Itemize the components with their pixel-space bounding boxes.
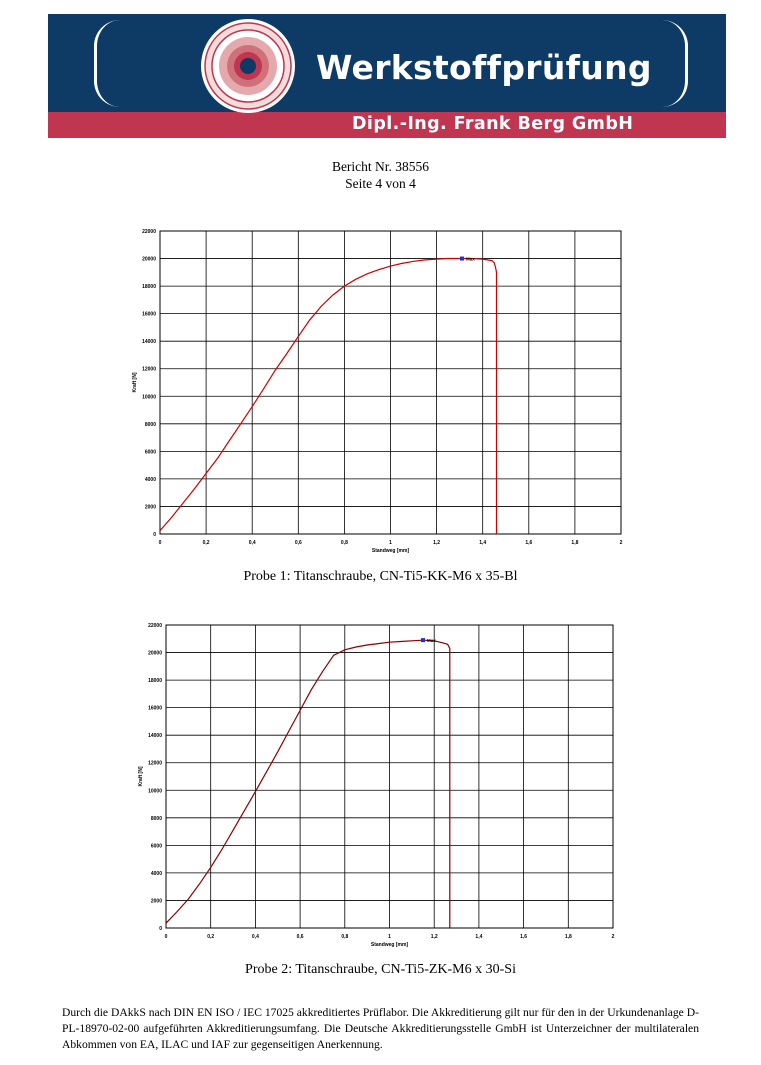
y-tick-label: 6000: [145, 449, 156, 455]
page-number: Seite 4 von 4: [345, 176, 416, 191]
y-tick-label: 22000: [148, 623, 162, 629]
x-tick-label: 2: [620, 540, 623, 546]
y-tick-label: 6000: [151, 843, 162, 849]
y-tick-label: 4000: [145, 477, 156, 483]
y-tick-label: 22000: [142, 229, 156, 235]
x-tick-label: 1,2: [433, 540, 440, 546]
x-axis-label: Standweg [mm]: [372, 548, 410, 554]
y-tick-label: 12000: [142, 367, 156, 373]
x-tick-label: 1,2: [431, 934, 438, 940]
y-tick-label: 0: [159, 926, 162, 932]
y-tick-label: 8000: [151, 816, 162, 822]
plot-frame: [159, 230, 622, 535]
x-axis-label: Standweg [mm]: [371, 942, 409, 948]
y-axis-label: Kraft [N]: [138, 766, 144, 786]
letterhead-red-band: [48, 112, 726, 138]
caption-probe-1: Probe 1: Titanschraube, CN-Ti5-KK-M6 x 3…: [243, 569, 518, 584]
y-tick-label: 2000: [145, 504, 156, 510]
x-tick-label: 1,8: [571, 540, 578, 546]
x-tick-label: 1: [389, 540, 392, 546]
x-tick-label: 2: [612, 934, 615, 940]
y-tick-label: 2000: [151, 898, 162, 904]
x-tick-label: 0,4: [249, 540, 256, 546]
y-tick-label: 14000: [142, 339, 156, 345]
y-tick-label: 18000: [142, 284, 156, 290]
report-heading: Bericht Nr. 38556 Seite 4 von 4: [0, 158, 761, 192]
y-tick-label: 20000: [142, 257, 156, 263]
x-tick-label: 0,6: [295, 540, 302, 546]
x-tick-label: 1: [388, 934, 391, 940]
y-tick-label: 12000: [148, 761, 162, 767]
x-tick-label: 1,8: [565, 934, 572, 940]
y-tick-label: 10000: [142, 394, 156, 400]
series-line: [165, 639, 451, 928]
letterhead-frame: [94, 20, 688, 107]
max-marker-label: Max: [427, 638, 436, 643]
y-tick-label: 20000: [148, 651, 162, 657]
max-marker-label: Max: [466, 257, 475, 262]
x-tick-label: 0: [165, 934, 168, 940]
y-tick-label: 16000: [142, 312, 156, 318]
x-tick-label: 1,6: [525, 540, 532, 546]
plot-frame: [165, 624, 614, 929]
letterhead-subtitle: Dipl.-Ing. Frank Berg GmbH: [352, 114, 634, 134]
letterhead: Werkstoffprüfung Dipl.-Ing. Frank Berg G…: [48, 14, 726, 138]
accreditation-note: Durch die DAkkS nach DIN EN ISO / IEC 17…: [62, 1006, 699, 1051]
letterhead-title: Werkstoffprüfung: [316, 48, 652, 87]
x-tick-label: 0,2: [207, 934, 214, 940]
x-tick-label: 0,6: [297, 934, 304, 940]
report-number: Bericht Nr. 38556: [331, 159, 430, 174]
y-tick-label: 14000: [148, 733, 162, 739]
x-tick-label: 0,4: [252, 934, 259, 940]
y-tick-label: 10000: [148, 788, 162, 794]
x-tick-label: 1,6: [520, 934, 527, 940]
series-line: [159, 257, 498, 534]
x-tick-label: 0,8: [341, 540, 348, 546]
target-logo-icon: [201, 19, 295, 113]
max-marker: [459, 256, 464, 261]
y-tick-label: 18000: [148, 678, 162, 684]
y-tick-label: 0: [153, 532, 156, 538]
y-tick-label: 16000: [148, 706, 162, 712]
max-marker: [421, 638, 426, 643]
x-tick-label: 0,8: [341, 934, 348, 940]
y-axis-label: Kraft [N]: [132, 372, 138, 392]
x-tick-label: 1,4: [475, 934, 482, 940]
x-tick-label: 1,4: [479, 540, 486, 546]
y-tick-label: 4000: [151, 871, 162, 877]
y-tick-label: 8000: [145, 422, 156, 428]
x-tick-label: 0,2: [203, 540, 210, 546]
caption-probe-2: Probe 2: Titanschraube, CN-Ti5-ZK-M6 x 3…: [245, 962, 516, 977]
x-tick-label: 0: [159, 540, 162, 546]
